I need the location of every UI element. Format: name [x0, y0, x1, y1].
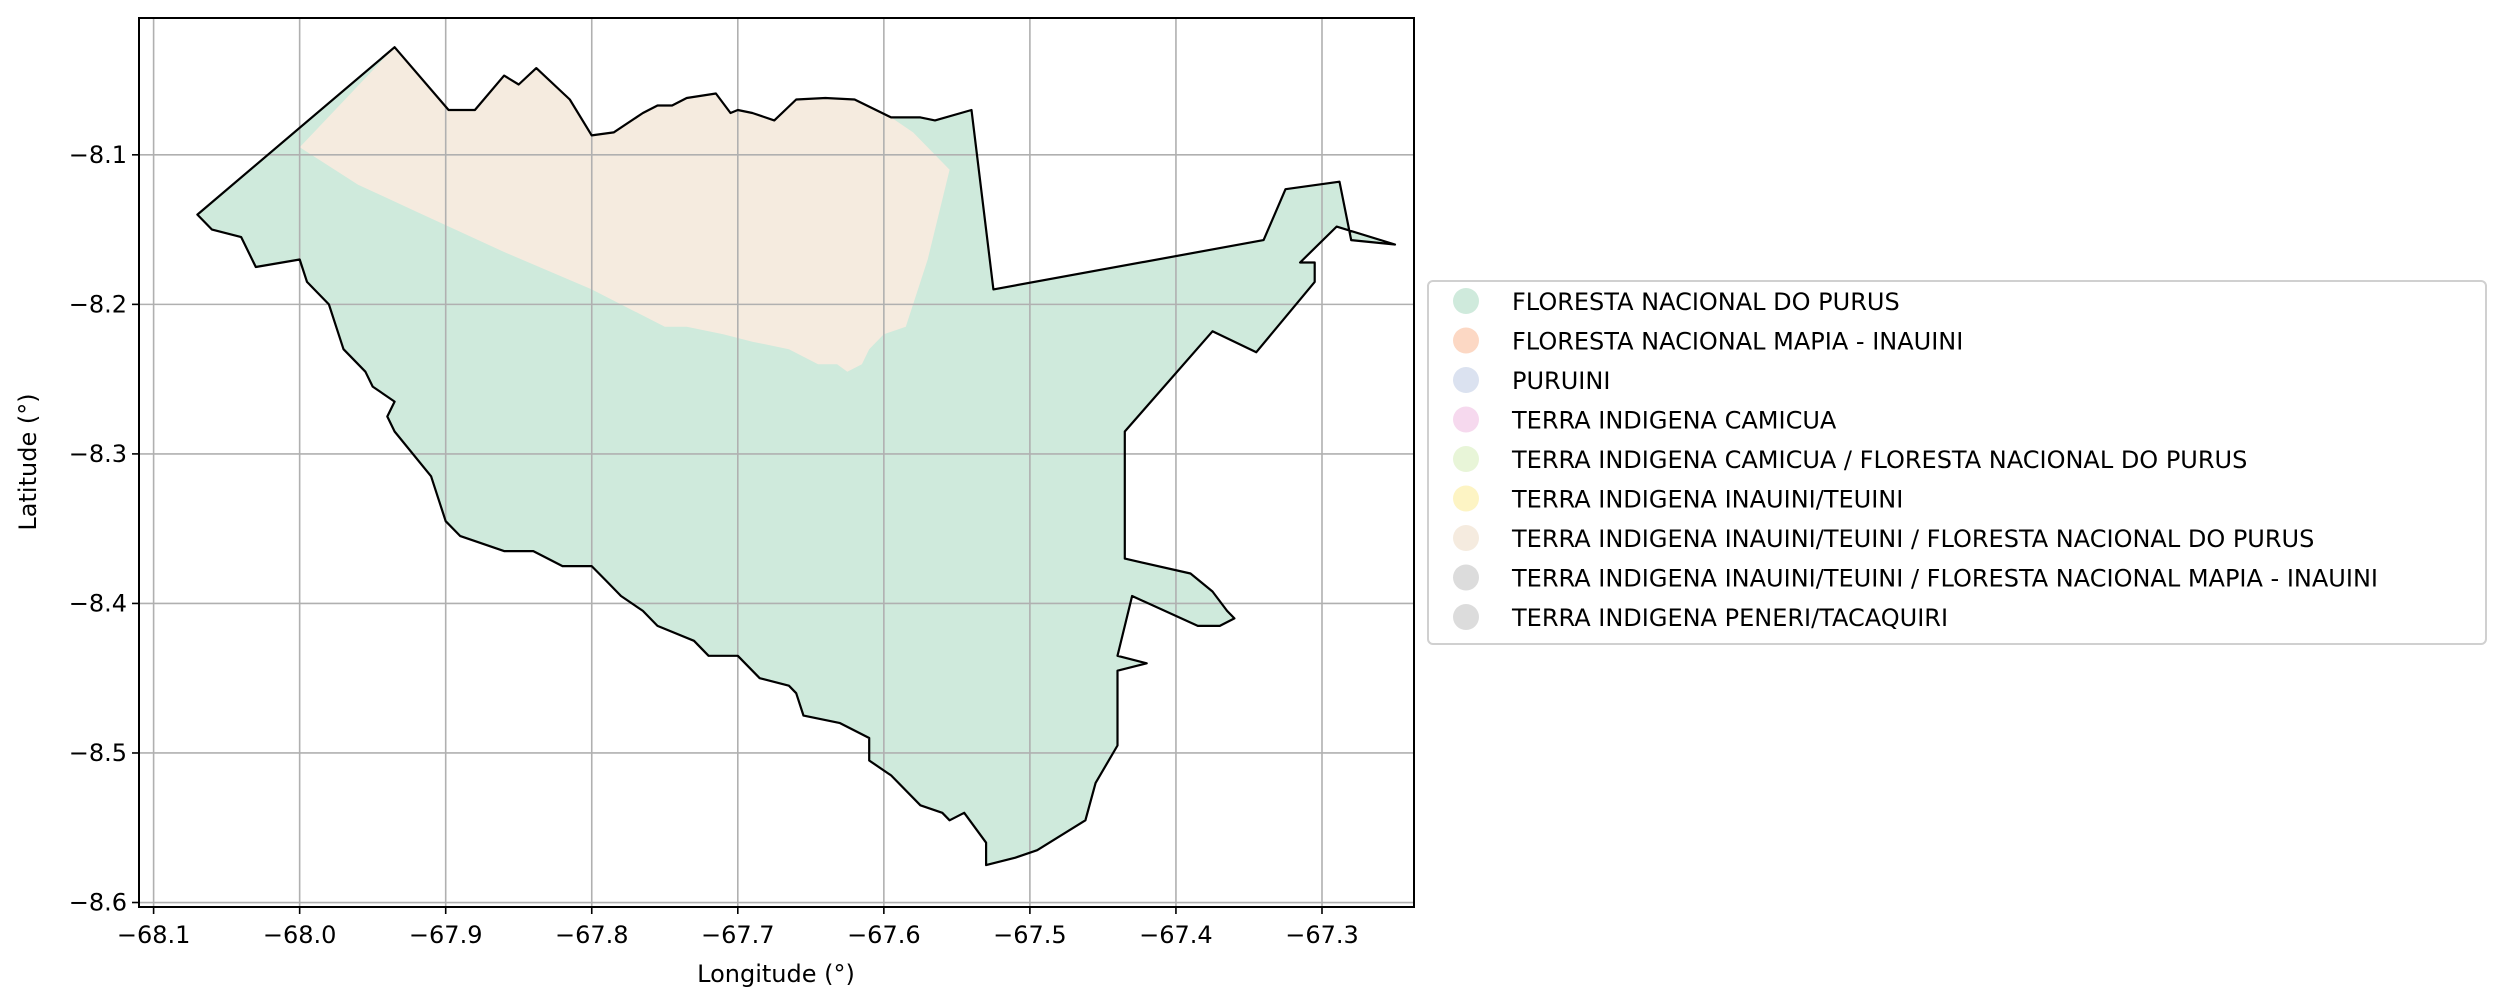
x-axis-ticks: −68.1 −68.0 −67.9 −67.8 −67.7 −67.6 −67.5 −67.4…	[117, 907, 1359, 949]
legend-label: TERRA INDIGENA INAUINI/TEUINI	[1511, 486, 1903, 514]
y-tick-label: −8.1	[69, 141, 127, 169]
legend-marker	[1453, 288, 1479, 314]
legend-marker	[1453, 485, 1479, 512]
floresta-nacional-do-purus-region	[197, 47, 1395, 866]
x-tick-label: −68.0	[263, 921, 337, 949]
x-tick-label: −67.3	[1285, 921, 1359, 949]
legend-label: FLORESTA NACIONAL DO PURUS	[1512, 288, 1900, 316]
region-fills	[197, 47, 1395, 866]
legend-label: TERRA INDIGENA CAMICUA / FLORESTA NACION…	[1511, 446, 2247, 474]
x-tick-label: −67.5	[993, 921, 1067, 949]
legend-marker	[1453, 367, 1479, 393]
legend-marker	[1453, 406, 1479, 433]
y-tick-label: −8.3	[69, 440, 127, 468]
legend: FLORESTA NACIONAL DO PURUS FLORESTA NACIO…	[1427, 280, 2487, 645]
legend-label: PURUINI	[1512, 367, 1610, 395]
y-tick-label: −8.4	[69, 589, 127, 617]
legend-frame	[1427, 280, 2487, 645]
legend-label: FLORESTA NACIONAL MAPIA - INAUINI	[1512, 328, 1963, 356]
legend-label: TERRA INDIGENA PENERI/TACAQUIRI	[1511, 604, 1948, 632]
x-axis-label: Longitude (°)	[697, 960, 855, 988]
map-plot-area	[138, 17, 1415, 908]
legend-marker	[1453, 604, 1479, 630]
legend-marker	[1453, 327, 1479, 354]
y-tick-label: −8.5	[69, 739, 127, 767]
x-tick-label: −67.4	[1139, 921, 1213, 949]
boundary-outline	[196, 46, 1397, 867]
legend-label: TERRA INDIGENA CAMICUA	[1511, 407, 1837, 435]
legend-marker	[1453, 525, 1479, 551]
inauini-teuini-floresta-purus-overlap-region	[299, 47, 950, 372]
legend-marker	[1453, 564, 1479, 591]
y-tick-label: −8.6	[69, 889, 127, 917]
legend-items: FLORESTA NACIONAL DO PURUS FLORESTA NACIO…	[1453, 288, 2378, 632]
legend-label: TERRA INDIGENA INAUINI/TEUINI / FLORESTA…	[1511, 525, 2314, 553]
x-tick-label: −67.9	[409, 921, 483, 949]
legend-label: TERRA INDIGENA INAUINI/TEUINI / FLORESTA…	[1511, 565, 2378, 593]
plot-frame	[138, 17, 1415, 908]
y-tick-label: −8.2	[69, 290, 127, 318]
x-tick-label: −67.8	[555, 921, 629, 949]
x-tick-label: −67.6	[847, 921, 921, 949]
x-tick-label: −67.7	[701, 921, 775, 949]
legend-marker	[1453, 446, 1479, 472]
y-axis-ticks: −8.1 −8.2 −8.3 −8.4 −8.5 −8.6	[69, 141, 139, 917]
y-axis-label: Latitude (°)	[14, 393, 42, 530]
x-tick-label: −68.1	[117, 921, 191, 949]
grid-lines	[139, 18, 1414, 907]
